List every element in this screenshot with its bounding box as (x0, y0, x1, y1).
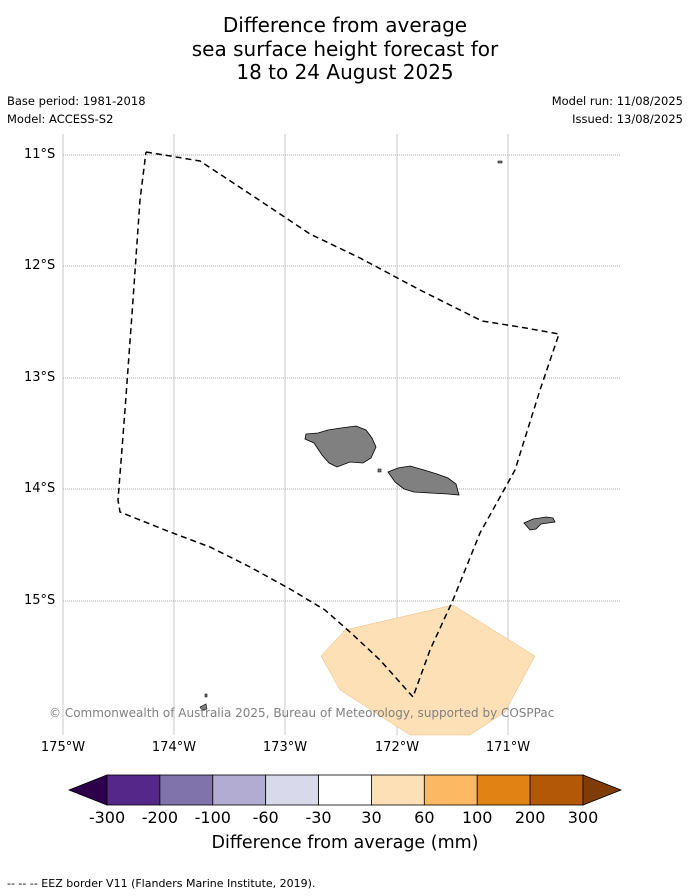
colorbar-tick-label: -30 (305, 808, 332, 827)
lon-label-173w: 173°W (262, 740, 308, 755)
island-rose-north (497, 160, 503, 164)
title-line-2: sea surface height forecast for (191, 36, 499, 61)
island-tutuila (523, 516, 556, 531)
colorbar (67, 774, 623, 806)
island-manono (377, 468, 382, 473)
colorbar-segment (318, 774, 372, 806)
eez-footnote: -- -- -- EEZ border V11 (Flanders Marine… (7, 877, 316, 890)
chart-title: Difference from average sea surface heig… (0, 13, 690, 85)
colorbar-title: Difference from average (mm) (211, 833, 479, 853)
colorbar-tick-label: -200 (141, 808, 179, 827)
colorbar-segment (476, 774, 531, 806)
colorbar-tick-label: -60 (252, 808, 279, 827)
issued-label: Issued: 13/08/2025 (572, 112, 683, 126)
colorbar-tick-label: -300 (88, 808, 126, 827)
lat-label-12s: 12°S (24, 258, 56, 273)
island-southwest-2 (204, 693, 208, 698)
colorbar-segment (212, 774, 267, 806)
lon-label-174w: 174°W (151, 740, 197, 755)
lat-label-13s: 13°S (24, 370, 56, 385)
colorbar-under-extension (67, 774, 108, 806)
eez-border (117, 151, 560, 699)
colorbar-over-extension (582, 774, 623, 806)
colorbar-tick-label: 60 (414, 808, 435, 827)
colorbar-segment (423, 774, 478, 806)
lon-label-175w: 175°W (40, 740, 86, 755)
lat-label-11s: 11°S (24, 147, 56, 162)
lon-label-171w: 171°W (485, 740, 531, 755)
island-upolu (387, 465, 460, 496)
copyright-notice: © Commonwealth of Australia 2025, Bureau… (49, 706, 555, 720)
colorbar-segment (265, 774, 319, 806)
colorbar-tick-label: 100 (461, 808, 493, 827)
model-label: Model: ACCESS-S2 (7, 112, 114, 126)
lon-label-172w: 172°W (374, 740, 420, 755)
island-southwest (199, 703, 208, 711)
base-period-label: Base period: 1981-2018 (7, 94, 146, 108)
colorbar-tick-label: -100 (194, 808, 231, 827)
colorbar-segment (159, 774, 214, 806)
model-run-label: Model run: 11/08/2025 (551, 94, 683, 108)
lat-label-15s: 15°S (24, 593, 56, 608)
title-line-1: Difference from average (222, 13, 468, 37)
colorbar-tick-label: 300 (567, 808, 599, 827)
colorbar-segment (106, 774, 161, 806)
island-savaii (304, 425, 377, 468)
colorbar-tick-label: 30 (361, 808, 382, 827)
anomaly-region-30-60 (320, 604, 536, 736)
title-line-3: 18 to 24 August 2025 (236, 60, 454, 84)
colorbar-segment (371, 774, 425, 806)
samoa-islands (199, 160, 556, 711)
colorbar-segment (529, 774, 584, 806)
colorbar-tick-label: 200 (514, 808, 546, 827)
lat-label-14s: 14°S (24, 481, 56, 496)
